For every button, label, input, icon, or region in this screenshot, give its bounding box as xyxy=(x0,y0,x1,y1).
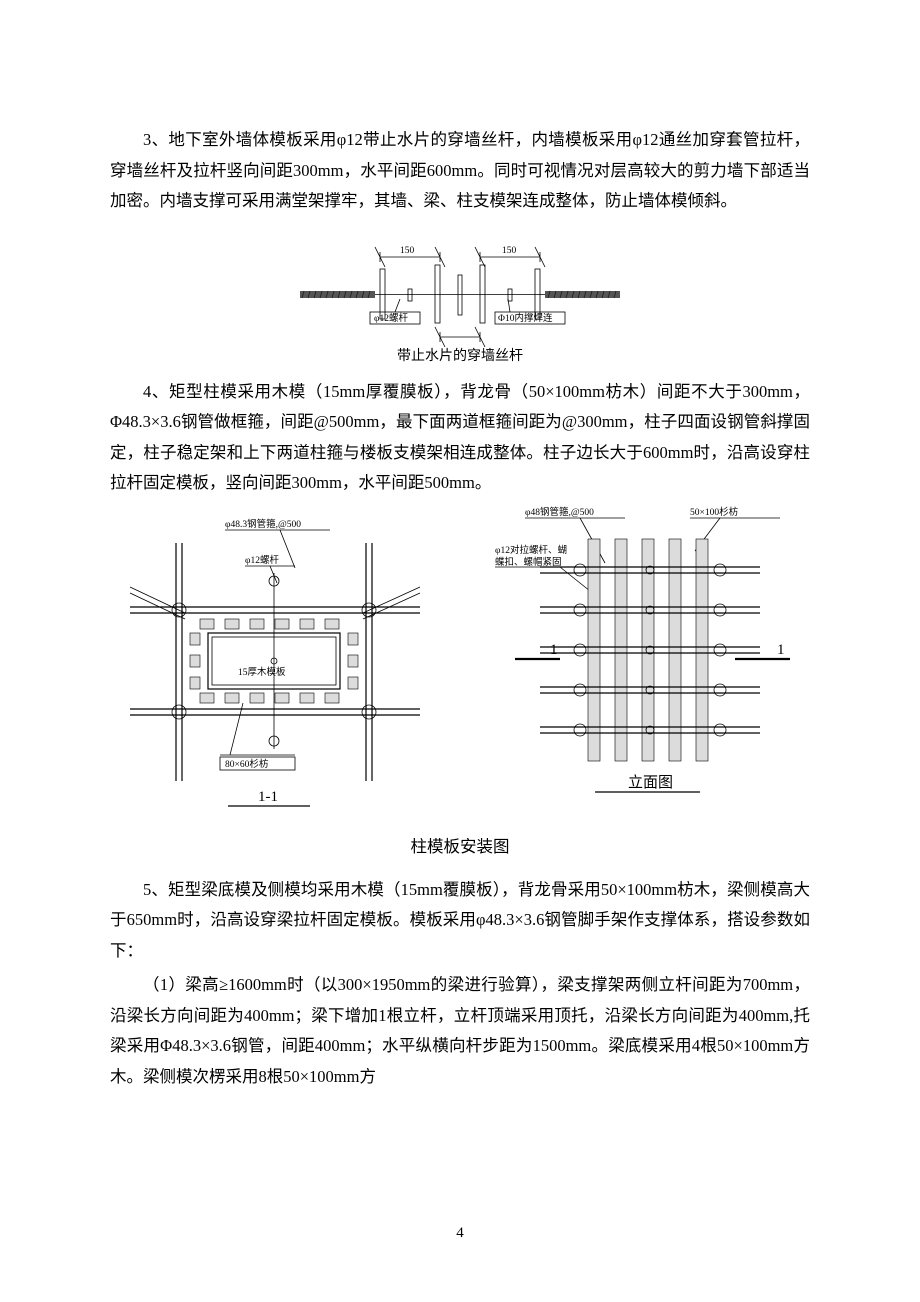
fig2-caption: 柱模板安装图 xyxy=(110,833,810,857)
right-top-label1: φ48钢管箍,@500 xyxy=(525,506,594,518)
right-rod-label2: 蝶扣、螺帽紧固 xyxy=(495,556,562,568)
section-mark-right: 1 xyxy=(777,642,785,658)
figure-1: 150 150 xyxy=(110,237,810,367)
fig1-caption: 带止水片的穿墙丝杆 xyxy=(397,348,523,364)
right-subcaption: 立面图 xyxy=(628,774,673,791)
dim-left: 150 xyxy=(400,246,415,256)
tie-rod xyxy=(300,275,620,315)
label-phi10: Φ10内撑焊连 xyxy=(498,312,553,324)
left-subcaption: 1-1 xyxy=(258,789,278,805)
label-phi12: φ12螺杆 xyxy=(374,312,408,324)
right-top-label2: 50×100杉枋 xyxy=(690,506,739,518)
paragraph-3: 3、地下室外墙体模板采用φ12带止水片的穿墙丝杆，内墙模板采用φ12通丝加穿套管… xyxy=(110,125,810,217)
left-rod-label: φ12螺杆 xyxy=(245,554,279,566)
paragraph-5b: （1）梁高≥1600mm时（以300×1950mm的梁进行验算），梁支撑架两侧立… xyxy=(110,970,810,1092)
section-mark-left: 1 xyxy=(550,642,558,658)
paragraph-5a: 5、矩型梁底模及侧模均采用木模（15mm覆膜板），背龙骨采用50×100mm枋木… xyxy=(110,875,810,967)
left-top-label: φ48.3钢管箍,@500 xyxy=(225,518,301,530)
page-number: 4 xyxy=(456,1225,464,1242)
paragraph-4: 4、矩型柱模采用木模（15mm厚覆膜板），背龙骨（50×100mm枋木）间距不大… xyxy=(110,377,810,499)
panel-label: 15厚木模板 xyxy=(238,666,286,678)
right-rod-label1: φ12对拉螺杆、蝴 xyxy=(495,544,567,556)
dim-right: 150 xyxy=(502,246,517,256)
batten-label: 80×60杉枋 xyxy=(225,758,269,770)
figure-2: φ48.3钢管箍,@500 φ12螺杆 xyxy=(110,505,810,815)
